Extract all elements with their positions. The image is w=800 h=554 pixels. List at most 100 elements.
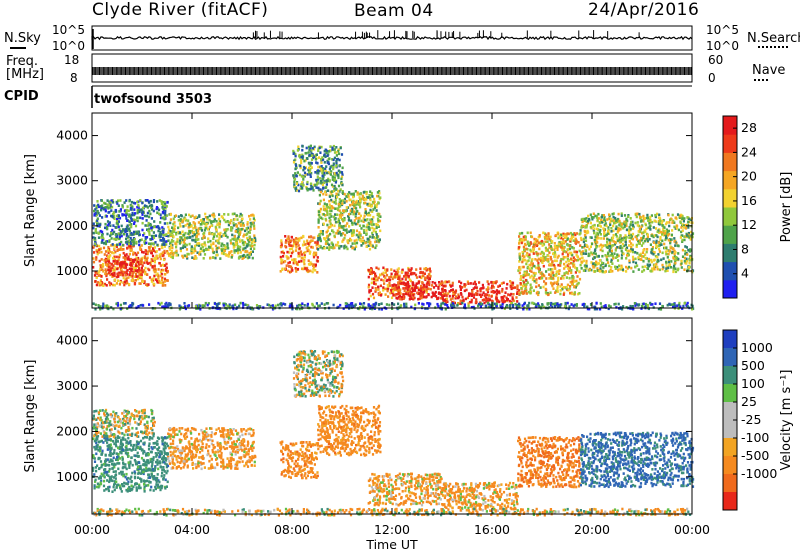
- range-cell: [556, 287, 559, 291]
- range-cell: [656, 230, 659, 234]
- range-cell: [319, 207, 322, 211]
- range-cell: [113, 271, 116, 275]
- range-cell: [620, 264, 623, 268]
- range-cell: [538, 270, 541, 274]
- range-cell: [358, 234, 361, 237]
- range-cell: [141, 264, 144, 267]
- range-cell: [310, 182, 313, 186]
- range-cell: [107, 259, 110, 263]
- range-cell: [560, 257, 563, 261]
- range-cell: [501, 290, 504, 293]
- range-cell: [174, 224, 177, 228]
- range-cell: [516, 290, 519, 294]
- range-cell: [238, 240, 242, 243]
- range-cell: [407, 268, 410, 271]
- range-cell: [498, 290, 501, 293]
- range-cell: [239, 251, 242, 254]
- range-cell: [110, 209, 113, 212]
- range-cell: [574, 241, 577, 244]
- range-cell: [402, 293, 405, 296]
- range-cell: [552, 252, 555, 256]
- range-cell: [116, 217, 119, 221]
- range-cell: [536, 253, 539, 257]
- range-cell: [529, 248, 532, 252]
- range-cell: [315, 253, 318, 257]
- range-cell: [569, 238, 572, 241]
- range-cell: [236, 218, 239, 221]
- range-cell: [220, 252, 224, 255]
- range-cell: [523, 283, 526, 286]
- range-cell: [245, 227, 248, 230]
- range-cell: [394, 288, 397, 291]
- range-cell: [375, 288, 378, 292]
- range-cell: [661, 267, 664, 271]
- range-cell: [160, 244, 163, 248]
- range-cell: [358, 199, 362, 203]
- range-cell: [136, 219, 139, 223]
- range-cell: [621, 246, 624, 250]
- range-cell: [419, 294, 422, 297]
- range-cell: [140, 273, 143, 276]
- range-cell: [475, 286, 478, 289]
- range-cell: [621, 268, 624, 271]
- range-cell: [306, 266, 309, 270]
- range-cell: [104, 242, 108, 246]
- range-cell: [379, 215, 382, 218]
- cpid-label: CPID: [4, 89, 39, 104]
- range-cell: [602, 214, 605, 217]
- range-cell: [316, 240, 319, 243]
- range-cell: [98, 244, 101, 248]
- range-cell: [540, 256, 543, 260]
- range-cell: [295, 261, 298, 264]
- range-cell: [562, 256, 565, 259]
- range-cell: [548, 237, 551, 241]
- range-cell: [297, 183, 300, 187]
- range-cell: [344, 209, 348, 213]
- range-cell: [371, 226, 374, 230]
- range-cell: [180, 236, 183, 239]
- range-cell: [184, 245, 187, 249]
- range-cell: [327, 162, 330, 166]
- range-cell: [303, 159, 306, 163]
- range-cell: [580, 224, 583, 228]
- range-cell: [212, 256, 215, 259]
- range-cell: [403, 275, 406, 278]
- range-cell: [485, 293, 488, 297]
- range-cell: [523, 291, 526, 295]
- range-cell: [227, 223, 230, 227]
- range-cell: [426, 281, 429, 284]
- range-cell: [293, 183, 296, 186]
- range-cell: [117, 214, 120, 217]
- range-cell: [129, 217, 133, 220]
- range-cell: [167, 231, 170, 234]
- range-cell: [372, 271, 375, 274]
- range-cell: [472, 296, 476, 299]
- range-cell: [680, 230, 683, 234]
- range-cell: [181, 238, 184, 242]
- range-cell: [98, 283, 101, 287]
- range-cell: [673, 249, 676, 253]
- range-cell: [530, 274, 533, 278]
- range-cell: [540, 250, 543, 254]
- range-cell: [338, 209, 341, 212]
- range-cell: [621, 238, 624, 242]
- range-cell: [337, 149, 340, 153]
- range-cell: [471, 292, 474, 296]
- range-cell: [122, 232, 125, 236]
- range-cell: [553, 242, 556, 245]
- range-cell: [425, 269, 428, 272]
- nsearch-tick-bottom: 10^0: [706, 39, 739, 53]
- range-cell: [203, 253, 207, 256]
- range-cell: [357, 220, 360, 224]
- range-cell: [607, 232, 611, 235]
- range-cell: [159, 235, 162, 238]
- range-cell: [183, 238, 186, 242]
- range-cell: [138, 273, 141, 277]
- range-cell: [369, 240, 372, 244]
- range-cell: [288, 261, 291, 264]
- range-cell: [153, 256, 157, 260]
- range-cell: [207, 240, 210, 244]
- range-cell: [567, 232, 570, 236]
- range-cell: [187, 226, 190, 229]
- range-cell: [330, 170, 333, 173]
